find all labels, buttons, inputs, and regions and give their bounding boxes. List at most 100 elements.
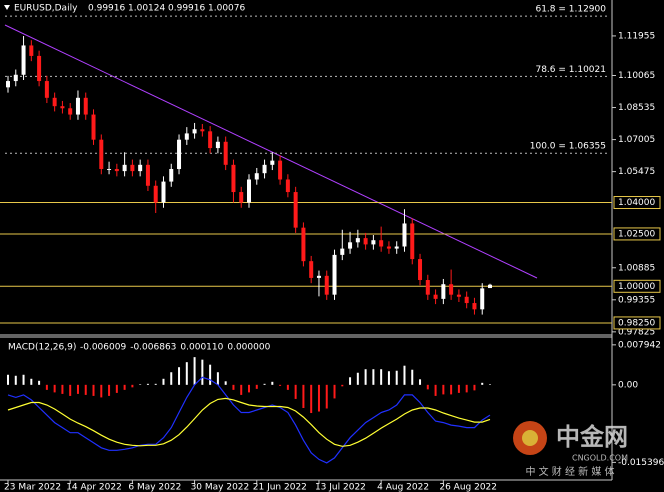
candle-body [262, 164, 267, 174]
macd-histogram-bar [279, 384, 282, 386]
candle-body [184, 133, 189, 140]
candle-body [68, 108, 73, 115]
candle-body [363, 238, 368, 245]
macd-histogram-bar [69, 384, 72, 396]
x-tick-label: 30 May 2022 [191, 483, 250, 492]
macd-histogram-bar [426, 384, 429, 390]
level-tag [613, 227, 661, 241]
watermark-logo: 中金网 [556, 423, 628, 451]
level-label: 1.00000 [618, 282, 655, 292]
macd-histogram-bar [286, 384, 289, 390]
candle-body [99, 139, 104, 170]
fibonacci-label: 100.0 = 1.06355 [530, 142, 606, 152]
macd-histogram-bar [325, 384, 328, 409]
macd-histogram-bar [481, 382, 484, 385]
trend-line [4, 24, 538, 279]
candle-body [441, 284, 446, 299]
y-tick-label: 0.99355 [618, 295, 655, 305]
y-tick-label: 1.10065 [618, 71, 655, 81]
x-tick-label: 14 Apr 2022 [66, 483, 122, 492]
x-tick-label: 21 Jun 2022 [253, 483, 307, 492]
candle-body [285, 179, 290, 193]
macd-histogram-bar [255, 384, 258, 389]
macd-histogram-bar [38, 380, 41, 385]
macd-line [7, 397, 491, 447]
x-tick-label: 6 May 2022 [128, 483, 181, 492]
macd-histogram-bar [209, 364, 212, 385]
candle-body [145, 164, 150, 186]
macd-histogram-bar [364, 369, 367, 385]
macd-histogram-bar [341, 384, 344, 387]
candle-body [91, 114, 96, 140]
candle-body [60, 106, 65, 109]
macd-histogram-bar [395, 370, 398, 385]
candle-body [394, 246, 399, 249]
candle-body [379, 240, 384, 247]
candle-body [223, 141, 228, 165]
macd-histogram-bar [216, 372, 219, 385]
level-label: 1.04000 [618, 198, 655, 208]
macd-histogram-bar [457, 384, 460, 393]
macd-histogram-bar [131, 384, 134, 388]
macd-legend-value: -0.006009 [80, 343, 126, 353]
candle-body [464, 296, 469, 304]
x-tick-label: 26 Aug 2022 [439, 483, 497, 492]
candle-body [6, 81, 10, 88]
candle-body [348, 242, 353, 249]
candle-body [44, 81, 49, 98]
macd-histogram-bar [115, 384, 118, 393]
candle-body [332, 254, 337, 295]
y-tick-label: 1.11955 [618, 31, 655, 41]
macd-histogram-bar [224, 381, 227, 385]
candle-body [278, 160, 283, 180]
candle-body [293, 192, 298, 228]
candle-body [449, 284, 454, 295]
macd-histogram-bar [22, 374, 25, 385]
candle-body [247, 179, 251, 203]
macd-histogram-bar [372, 369, 375, 385]
macd-histogram-bar [154, 383, 157, 385]
candle-body [254, 173, 259, 180]
candle-body [472, 303, 477, 310]
candle-body [270, 160, 275, 165]
candle-body [309, 261, 314, 278]
macd-histogram-bar [442, 384, 445, 395]
last-open: 0.99916 [88, 4, 125, 14]
macd-line [7, 376, 491, 464]
macd-histogram-bar [139, 384, 142, 385]
macd-histogram-bar [317, 384, 320, 412]
candle-body [138, 164, 143, 172]
macd-histogram-bar [302, 384, 305, 408]
candle-body [410, 223, 415, 260]
macd-panel: 0.007942 0.00 -0.015396 [7, 340, 664, 468]
macd-title: MACD(12,26,9) [8, 343, 76, 353]
candle-body [355, 238, 360, 243]
candle-body [340, 248, 345, 255]
candle-body [114, 169, 119, 172]
watermark-logo-icon [522, 430, 538, 446]
y-tick-label: 1.07005 [618, 135, 655, 145]
candle-body [239, 192, 244, 203]
y-tick-label: -0.015396 [618, 458, 664, 468]
watermark-site: CNGOLD.COM [572, 454, 628, 463]
macd-histogram-bar [294, 384, 297, 399]
macd-histogram-bar [170, 372, 173, 385]
candle-body [122, 164, 127, 172]
level-label: 1.02500 [618, 229, 655, 239]
macd-histogram-bar [14, 375, 17, 385]
candle-body [130, 164, 135, 172]
last-high: 1.00124 [128, 4, 165, 14]
macd-histogram-bar [248, 384, 250, 393]
macd-histogram-bar [333, 384, 336, 399]
candle-body [83, 97, 88, 115]
level-tag [613, 279, 661, 293]
candle-body [13, 74, 18, 82]
macd-legend-value: 0.000000 [227, 343, 270, 353]
y-tick-label: 0.007942 [618, 340, 661, 350]
candle-body [75, 97, 80, 115]
level-tag [613, 196, 661, 210]
y-tick-label: 0.97825 [618, 327, 655, 337]
candle-body [208, 131, 213, 149]
watermark-slogan: 中 文 财 经 新 媒 体 [525, 465, 614, 478]
